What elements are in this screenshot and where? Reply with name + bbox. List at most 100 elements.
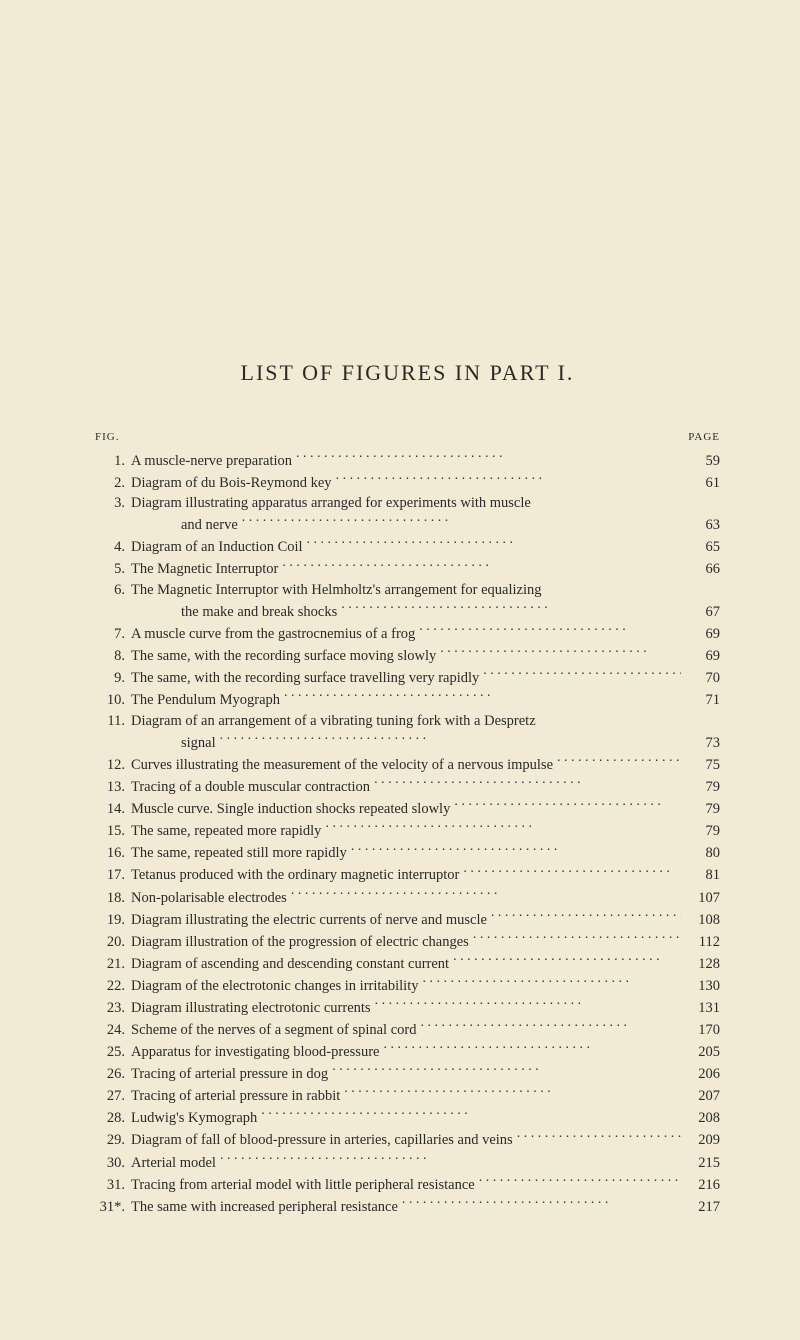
figure-description: Diagram illustration of the progression … bbox=[131, 932, 469, 953]
figure-entry: 15.The same, repeated more rapidly79 bbox=[95, 820, 720, 842]
figure-page: 70 bbox=[685, 668, 720, 689]
figure-entry: 16.The same, repeated still more rapidly… bbox=[95, 842, 720, 864]
figure-description: Curves illustrating the measurement of t… bbox=[131, 755, 553, 776]
figure-number: 13. bbox=[95, 777, 131, 798]
entry-text-wrap: A muscle curve from the gastrocnemius of… bbox=[131, 623, 720, 645]
figure-entry: 5.The Magnetic Interruptor66 bbox=[95, 558, 720, 580]
leader-dots bbox=[463, 864, 681, 880]
figure-description: Diagram of fall of blood-pressure in art… bbox=[131, 1130, 513, 1151]
leader-dots bbox=[383, 1041, 681, 1057]
figure-number: 26. bbox=[95, 1064, 131, 1085]
figure-description: A muscle-nerve preparation bbox=[131, 451, 292, 472]
page-container: LIST OF FIGURES IN PART I. FIG. PAGE 1.A… bbox=[0, 0, 800, 1277]
figure-number: 15. bbox=[95, 821, 131, 842]
entry-text-wrap: Ludwig's Kymograph208 bbox=[131, 1107, 720, 1129]
figure-description: Muscle curve. Single induction shocks re… bbox=[131, 799, 450, 820]
figure-description: Tracing of a double muscular contraction bbox=[131, 777, 370, 798]
figure-entry: 13.Tracing of a double muscular contract… bbox=[95, 776, 720, 798]
entry-text-wrap: Diagram illustration of the progression … bbox=[131, 930, 720, 952]
figure-number: 8. bbox=[95, 646, 131, 667]
figure-page: 79 bbox=[685, 777, 720, 798]
entry-text-wrap: Diagram of an Induction Coil 65 bbox=[131, 536, 720, 558]
leader-dots bbox=[261, 1107, 681, 1123]
leader-dots bbox=[479, 1173, 681, 1189]
figure-description: Tracing from arterial model with little … bbox=[131, 1175, 475, 1196]
figure-entry: 14.Muscle curve. Single induction shocks… bbox=[95, 798, 720, 820]
figure-number: 31*. bbox=[95, 1197, 131, 1218]
entry-text-wrap: Curves illustrating the measurement of t… bbox=[131, 754, 720, 776]
figure-entry: 31*.The same with increased peripheral r… bbox=[95, 1195, 720, 1217]
entry-text-wrap: Tracing of arterial pressure in rabbit 20… bbox=[131, 1085, 720, 1107]
figure-entry: 27.Tracing of arterial pressure in rabbi… bbox=[95, 1085, 720, 1107]
figure-description: The same, with the recording surface tra… bbox=[131, 668, 479, 689]
leader-dots bbox=[282, 558, 681, 574]
figure-number: 21. bbox=[95, 954, 131, 975]
figure-description-cont: and nerve bbox=[181, 515, 238, 536]
figure-number: 19. bbox=[95, 910, 131, 931]
figure-entry: 12.Curves illustrating the measurement o… bbox=[95, 754, 720, 776]
figure-entry: 4.Diagram of an Induction Coil 65 bbox=[95, 536, 720, 558]
figure-page: 130 bbox=[685, 976, 720, 997]
entry-text-wrap: Tetanus produced with the ordinary magne… bbox=[131, 864, 720, 886]
figure-entry: 28.Ludwig's Kymograph208 bbox=[95, 1107, 720, 1129]
entry-text-wrap: Muscle curve. Single induction shocks re… bbox=[131, 798, 720, 820]
figure-number: 31. bbox=[95, 1175, 131, 1196]
figure-description: The same, repeated still more rapidly bbox=[131, 843, 347, 864]
leader-dots bbox=[325, 820, 681, 836]
figure-page: 63 bbox=[685, 515, 720, 536]
entry-text-wrap: Tracing from arterial model with little … bbox=[131, 1173, 720, 1195]
figure-page: 207 bbox=[685, 1086, 720, 1107]
figure-description-cont: the make and break shocks bbox=[181, 602, 337, 623]
figure-page: 67 bbox=[685, 602, 720, 623]
figure-number: 7. bbox=[95, 624, 131, 645]
figure-description: The same, with the recording surface mov… bbox=[131, 646, 436, 667]
entry-text-wrap: Diagram illustrating apparatus arranged … bbox=[131, 493, 720, 536]
leader-dots bbox=[291, 886, 681, 902]
leader-dots bbox=[242, 514, 681, 530]
figure-page: 216 bbox=[685, 1175, 720, 1196]
figure-description: Tracing of arterial pressure in rabbit bbox=[131, 1086, 340, 1107]
figure-entry: 18.Non-polarisable electrodes107 bbox=[95, 886, 720, 908]
figure-number: 4. bbox=[95, 537, 131, 558]
figure-number: 10. bbox=[95, 690, 131, 711]
figure-description: Diagram of du Bois-Reymond key bbox=[131, 473, 332, 494]
leader-dots bbox=[374, 776, 681, 792]
figure-entry: 8.The same, with the recording surface m… bbox=[95, 645, 720, 667]
leader-dots bbox=[517, 1129, 681, 1145]
figure-number: 30. bbox=[95, 1153, 131, 1174]
header-page: PAGE bbox=[688, 431, 720, 443]
figure-entry: 17.Tetanus produced with the ordinary ma… bbox=[95, 864, 720, 886]
leader-dots bbox=[453, 952, 681, 968]
figure-entry: 26.Tracing of arterial pressure in dog20… bbox=[95, 1063, 720, 1085]
figure-description: Diagram of an Induction Coil bbox=[131, 537, 303, 558]
figure-number: 25. bbox=[95, 1042, 131, 1063]
figure-description: Diagram of an arrangement of a vibrating… bbox=[131, 711, 536, 732]
figure-number: 6. bbox=[95, 580, 131, 601]
entry-text-wrap: Tracing of a double muscular contraction… bbox=[131, 776, 720, 798]
leader-dots bbox=[296, 449, 681, 465]
figure-entry: 7.A muscle curve from the gastrocnemius … bbox=[95, 623, 720, 645]
column-headers: FIG. PAGE bbox=[95, 431, 720, 443]
figure-page: 69 bbox=[685, 624, 720, 645]
figure-entry: 11.Diagram of an arrangement of a vibrat… bbox=[95, 711, 720, 754]
figure-page: 79 bbox=[685, 821, 720, 842]
figure-description: Ludwig's Kymograph bbox=[131, 1108, 257, 1129]
figure-entry: 21.Diagram of ascending and descending c… bbox=[95, 952, 720, 974]
entry-text-wrap: The same, with the recording surface tra… bbox=[131, 667, 720, 689]
figure-description: Diagram illustrating apparatus arranged … bbox=[131, 493, 531, 514]
figure-description: Scheme of the nerves of a segment of spi… bbox=[131, 1020, 416, 1041]
figure-page: 170 bbox=[685, 1020, 720, 1041]
figure-entry: 9.The same, with the recording surface t… bbox=[95, 667, 720, 689]
figure-entry: 6.The Magnetic Interruptor with Helmholt… bbox=[95, 580, 720, 623]
figure-number: 24. bbox=[95, 1020, 131, 1041]
figure-page: 59 bbox=[685, 451, 720, 472]
entry-text-wrap: The Magnetic Interruptor66 bbox=[131, 558, 720, 580]
figure-page: 65 bbox=[685, 537, 720, 558]
figure-entry: 3.Diagram illustrating apparatus arrange… bbox=[95, 493, 720, 536]
figure-page: 215 bbox=[685, 1153, 720, 1174]
entry-text-wrap: The same, repeated more rapidly79 bbox=[131, 820, 720, 842]
figure-entry: 19.Diagram illustrating the electric cur… bbox=[95, 908, 720, 930]
leader-dots bbox=[440, 645, 681, 661]
leader-dots bbox=[419, 623, 681, 639]
figure-entry: 31.Tracing from arterial model with litt… bbox=[95, 1173, 720, 1195]
